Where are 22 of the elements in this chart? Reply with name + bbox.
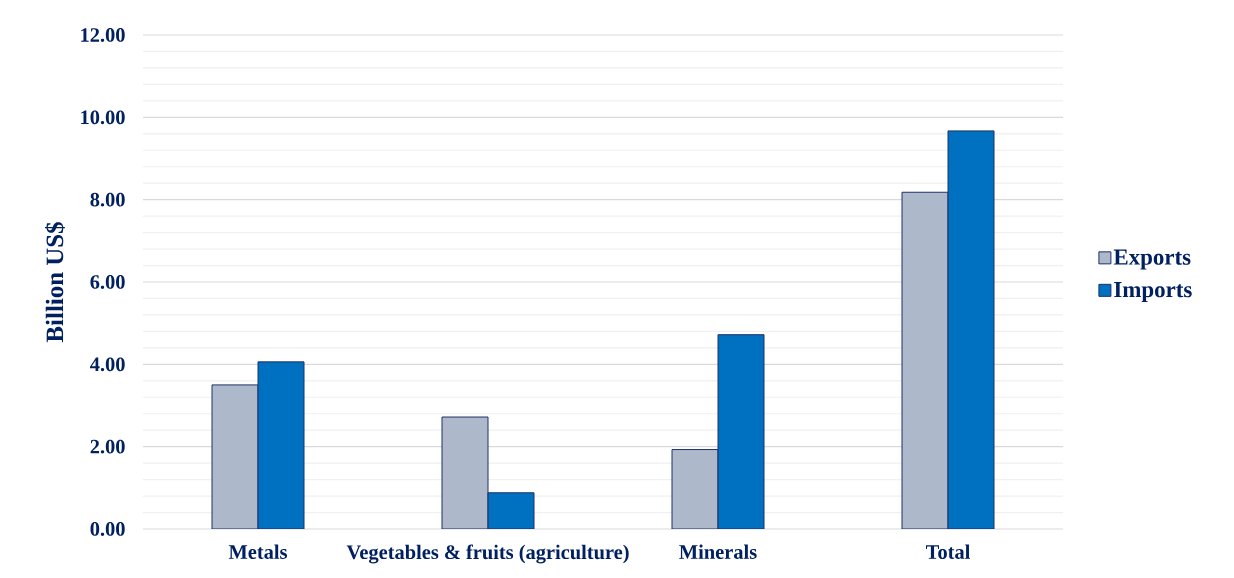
y-axis-title: Billion US$ <box>44 222 65 343</box>
bar <box>717 334 765 529</box>
y-tick-label: 2.00 <box>90 439 125 454</box>
bar <box>441 416 489 529</box>
y-tick-label: 0.00 <box>90 522 125 536</box>
bar <box>671 449 719 529</box>
bar <box>211 384 259 529</box>
bar <box>947 130 995 529</box>
bar <box>257 361 305 529</box>
legend-label: Imports <box>1114 282 1192 302</box>
x-tick-label: Total <box>926 544 970 559</box>
bar <box>487 492 535 529</box>
bar <box>901 191 949 529</box>
x-tick-label: Minerals <box>679 544 757 559</box>
y-tick-label: 6.00 <box>90 275 125 289</box>
x-tick-label: Metals <box>228 544 288 559</box>
x-tick-label: Vegetables & fruits (agriculture) <box>346 544 629 564</box>
y-tick-label: 12.00 <box>81 28 125 42</box>
y-tick-label: 4.00 <box>90 357 125 372</box>
y-tick-label: 10.00 <box>81 110 125 125</box>
y-tick-label: 8.00 <box>90 192 125 207</box>
legend-label: Exports <box>1113 249 1191 270</box>
